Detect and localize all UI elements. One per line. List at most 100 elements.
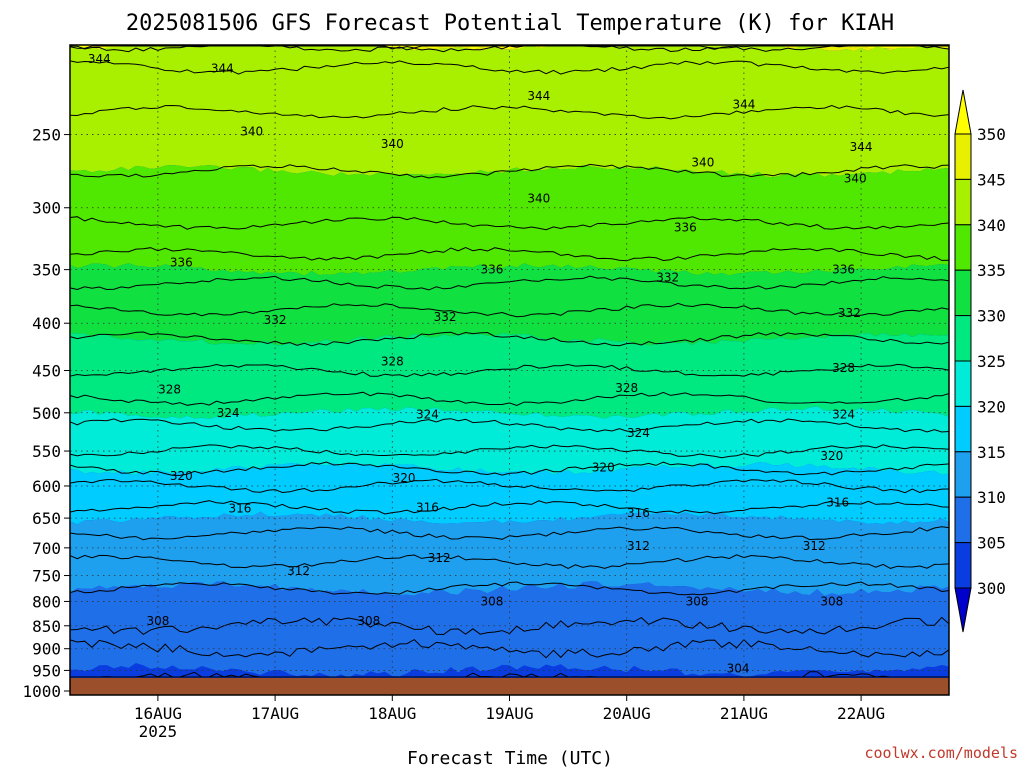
contour-label: 328 <box>615 381 638 395</box>
contour-label: 312 <box>803 539 826 553</box>
contour-344 <box>69 60 950 75</box>
colorbar: 300 305 310 315 320 325 330 335 340 345 350 <box>954 89 1006 633</box>
contour-label: 332 <box>264 313 287 327</box>
x-tick-label: 16AUG <box>134 704 182 723</box>
contour-label: 312 <box>428 551 451 565</box>
chart-title: 2025081506 GFS Forecast Potential Temper… <box>126 11 894 36</box>
contour-label: 320 <box>170 469 193 483</box>
contour-336 <box>69 247 950 262</box>
contour-label: 336 <box>832 263 855 277</box>
contour-label: 340 <box>527 191 550 205</box>
colorbar-extend-bottom <box>954 587 972 633</box>
contour-label: 332 <box>656 271 679 285</box>
credit-link[interactable]: coolwx.com/models <box>864 744 1018 762</box>
contour-label: 324 <box>217 406 240 420</box>
y-tick-label: 900 <box>32 640 61 659</box>
contour-label: 308 <box>480 594 503 608</box>
contour-label: 324 <box>832 407 855 421</box>
y-tick-label: 1000 <box>22 682 61 701</box>
contour-label: 332 <box>838 306 861 320</box>
contour-label: 340 <box>381 137 404 151</box>
colorbar-label: 345 <box>977 170 1006 189</box>
x-tick-label: 19AUG <box>485 704 533 723</box>
colorbar-segment <box>954 405 972 453</box>
y-axis: 250 300 350 400 450 500 550 600 650 700 750 800 850 9… <box>22 126 70 701</box>
y-tick-label: 500 <box>32 404 61 423</box>
y-tick-label: 450 <box>32 361 61 380</box>
contour-label: 336 <box>674 220 697 234</box>
y-tick-label: 850 <box>32 617 61 636</box>
y-tick-label: 950 <box>32 661 61 680</box>
contour-label: 344 <box>850 140 873 154</box>
band-above-350 <box>70 45 949 52</box>
colorbar-label: 340 <box>977 216 1006 235</box>
contour-340 <box>70 163 950 179</box>
band-315-320 <box>70 462 949 525</box>
contour-320 <box>69 461 950 476</box>
band-320-325 <box>70 406 949 475</box>
contour-label: 328 <box>158 383 181 397</box>
colorbar-label: 325 <box>977 352 1006 371</box>
contour-304 <box>70 671 949 678</box>
colorbar-segment <box>954 269 972 317</box>
contour-322 <box>69 444 950 459</box>
contour-label: 328 <box>832 361 855 375</box>
y-tick-label: 550 <box>32 442 61 461</box>
contour-label: 344 <box>88 52 111 66</box>
y-tick-label: 800 <box>32 592 61 611</box>
contour-label: 320 <box>393 471 416 485</box>
colorbar-label: 305 <box>977 534 1006 553</box>
colorbar-label: 335 <box>977 261 1006 280</box>
colorbar-segment <box>954 224 972 271</box>
contour-label: 316 <box>228 502 251 516</box>
band-335-340 <box>70 164 949 276</box>
contour-labels: 344 344 344 344 344 340 340 340 340 340 336 336 336 3… <box>88 52 873 675</box>
contour-label: 316 <box>416 500 439 514</box>
colorbar-segment <box>954 451 972 498</box>
colorbar-extend-top <box>954 89 972 135</box>
colorbar-label: 350 <box>977 125 1006 144</box>
colorbar-label: 330 <box>977 307 1006 326</box>
contour-label: 328 <box>381 354 404 368</box>
contour-label: 308 <box>146 614 169 628</box>
contour-label: 332 <box>434 310 457 324</box>
contour-label: 304 <box>727 661 750 675</box>
x-tick-label: 22AUG <box>837 704 885 723</box>
x-tick-label: 18AUG <box>368 704 416 723</box>
contour-label: 344 <box>527 89 550 103</box>
contour-label: 312 <box>287 564 310 578</box>
contour-338 <box>69 216 950 231</box>
colorbar-label: 310 <box>977 488 1006 507</box>
colorbar-segment <box>954 496 972 544</box>
contour-label: 336 <box>170 256 193 270</box>
y-tick-label: 350 <box>32 261 61 280</box>
contour-label: 312 <box>627 539 650 553</box>
colorbar-segment <box>954 315 972 362</box>
contour-316 <box>69 500 950 515</box>
y-tick-label: 750 <box>32 567 61 586</box>
x-tick-label: 17AUG <box>251 704 299 723</box>
contour-label: 340 <box>844 172 867 186</box>
theta-bands <box>70 45 949 695</box>
y-tick-label: 600 <box>32 477 61 496</box>
band-310-315 <box>70 511 949 596</box>
colorbar-segment <box>954 542 972 589</box>
contour-310 <box>69 581 950 596</box>
y-tick-label: 650 <box>32 509 61 528</box>
colorbar-label: 320 <box>977 397 1006 416</box>
contour-label: 308 <box>357 614 380 628</box>
contour-label: 344 <box>732 98 755 112</box>
band-305-310 <box>70 581 949 678</box>
colorbar-segment <box>954 360 972 407</box>
contour-label: 340 <box>691 155 714 169</box>
x-tick-sublabel: 2025 <box>139 722 178 741</box>
y-tick-label: 700 <box>32 539 61 558</box>
contour-label: 340 <box>240 124 263 138</box>
contour-label: 308 <box>686 594 709 608</box>
contour-label: 316 <box>627 506 650 520</box>
x-axis-label: Forecast Time (UTC) <box>407 748 613 768</box>
x-tick-label: 20AUG <box>603 704 651 723</box>
colorbar-label: 315 <box>977 443 1006 462</box>
contour-label: 324 <box>416 407 439 421</box>
